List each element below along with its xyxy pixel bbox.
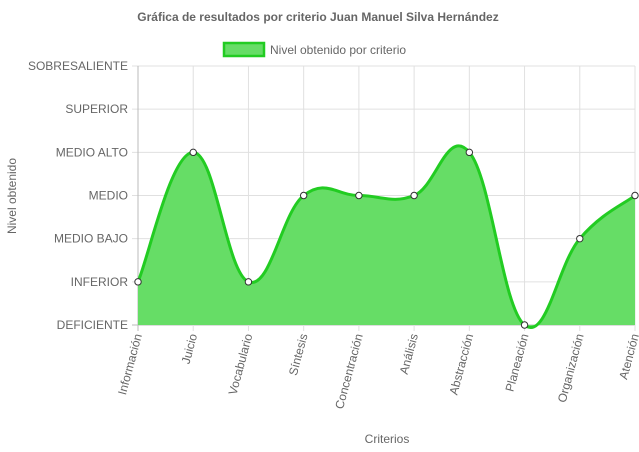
y-tick-label: INFERIOR [71,275,129,289]
x-tick-label: Atención [616,332,639,381]
data-point[interactable] [134,278,142,286]
series-area [138,145,635,328]
data-point[interactable] [520,321,529,329]
data-point[interactable] [631,191,639,200]
data-point[interactable] [465,148,474,157]
y-tick-label: MEDIO [89,189,128,203]
y-tick-label: SOBRESALIENTE [28,59,128,73]
x-axis-ticks: Información Juicio Vocabulario Síntesis Conc… [115,332,639,411]
data-point[interactable] [299,191,308,200]
y-tick-label: MEDIO BAJO [54,232,128,246]
data-point[interactable] [244,278,253,286]
x-tick-label: Organización [555,332,587,404]
y-axis-title: Nivel obtenido [5,158,19,234]
data-point[interactable] [576,234,584,243]
y-tick-label: SUPERIOR [65,102,128,116]
x-tick-label: Vocabulario [226,332,256,397]
series-points [134,148,639,329]
x-tick-label: Abstracción [446,332,476,396]
legend[interactable]: Nivel obtenido por criterio [222,41,406,58]
x-axis-title: Criterios [365,432,410,446]
legend-label[interactable]: Nivel obtenido por criterio [270,43,406,57]
x-tick-label: Información [115,332,145,396]
data-point[interactable] [189,148,197,157]
chart-title: Gráfica de resultados por criterio Juan … [137,10,498,24]
x-tick-label: Planeación [503,332,532,393]
legend-swatch[interactable] [222,41,266,58]
x-tick-label: Síntesis [286,332,311,377]
data-point[interactable] [355,191,363,200]
series-line [136,144,636,329]
y-axis-ticks: DEFICIENTE INFERIOR MEDIO BAJO MEDIO MEDIO A… [28,59,128,332]
data-point[interactable] [410,191,418,200]
y-tick-label: DEFICIENTE [57,318,128,332]
y-tick-label: MEDIO ALTO [56,145,128,159]
x-tick-label: Juicio [179,332,201,366]
x-tick-label: Concentración [332,332,366,410]
x-tick-label: Análisis [397,332,421,376]
